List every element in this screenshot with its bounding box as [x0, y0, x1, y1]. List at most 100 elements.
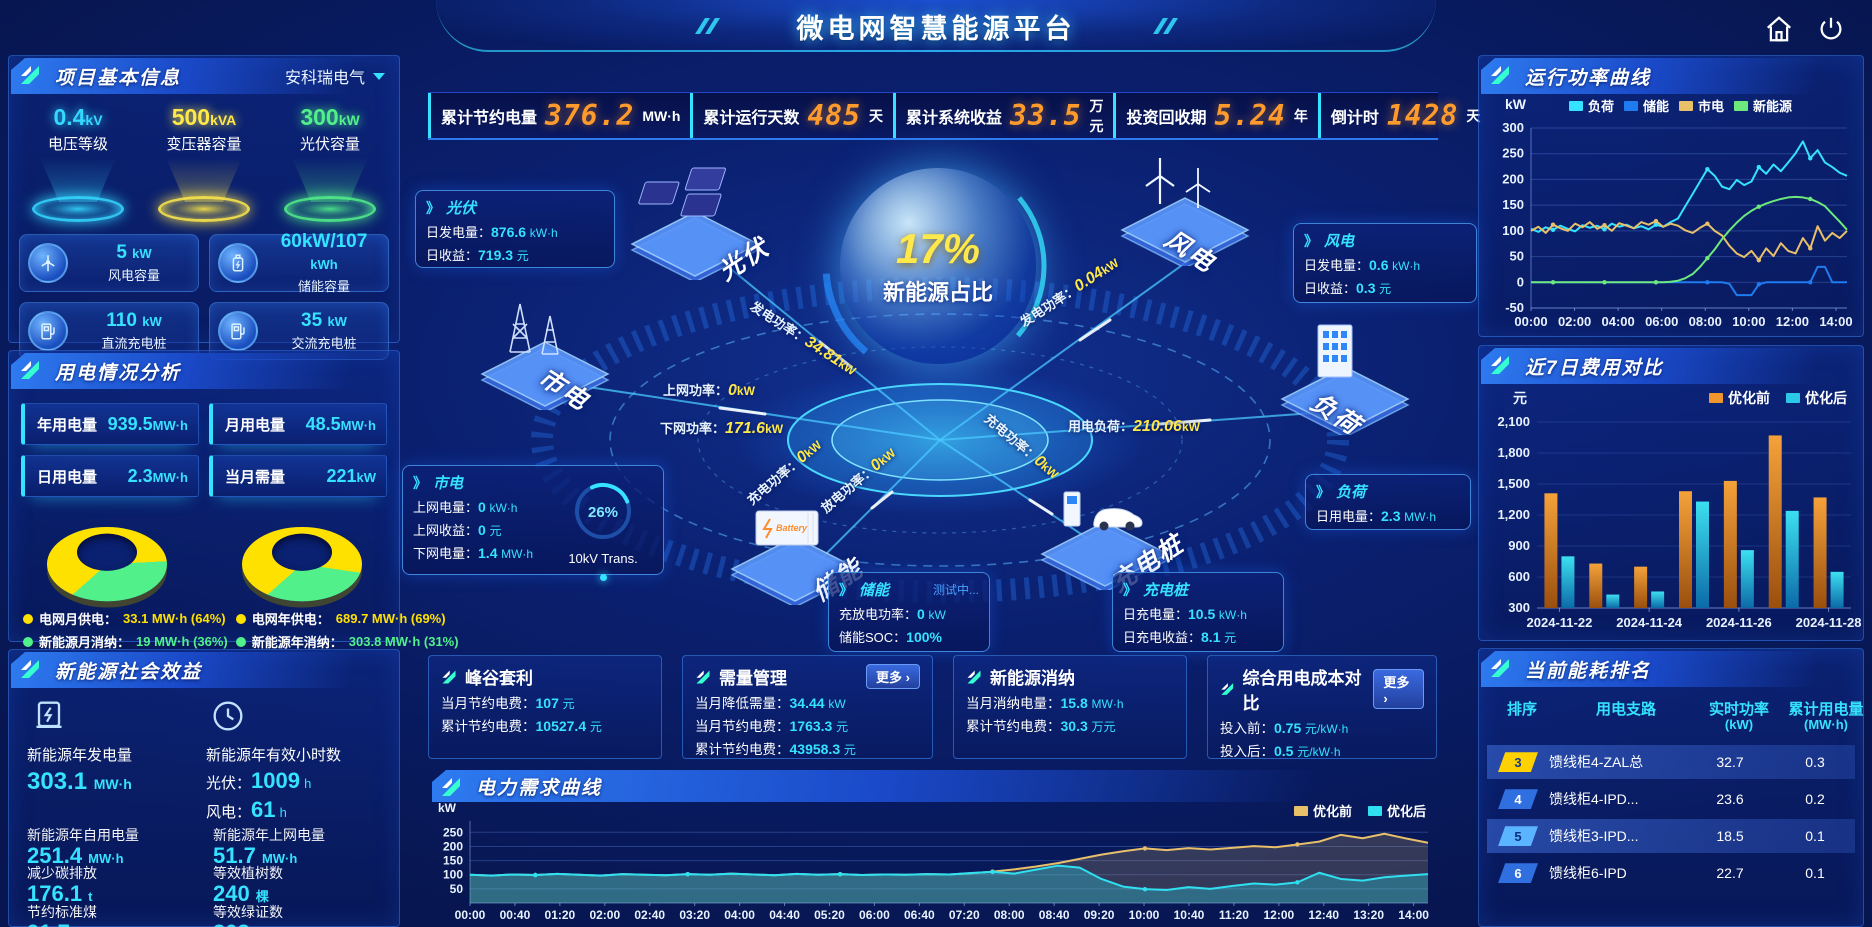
benefit-label: 新能源年自用电量	[27, 827, 139, 843]
panel-header: 近7日费用对比	[1481, 348, 1846, 384]
svg-text:12:00: 12:00	[1263, 908, 1294, 922]
svg-text:04:00: 04:00	[724, 908, 755, 922]
page-title: 微电网智慧能源平台	[796, 14, 1076, 44]
legend-label: 电网月供电：	[39, 612, 118, 627]
panel-title: 电力需求曲线	[476, 777, 603, 799]
realtime-power: 22.7	[1716, 865, 1744, 882]
capacity-pedestal: 300kW 光伏容量	[271, 104, 389, 222]
风电-illustration	[1120, 158, 1250, 269]
wind-turbine-icon	[28, 243, 68, 283]
svg-text:08:00: 08:00	[1689, 314, 1722, 329]
benefit-label: 减少碳排放	[27, 865, 97, 882]
capacity-label: 风电容量	[107, 268, 160, 283]
table-row[interactable]: 3 馈线柜4-ZAL总 32.7 0.3	[1487, 745, 1855, 780]
info-line: 上网收益：0 元	[413, 522, 502, 538]
info-line: 储能SOC：100%	[839, 629, 942, 645]
legend-item: 电网年供电： 689.7 MW·h (69%)	[235, 609, 459, 628]
flow-label: 上网功率：0kW	[663, 382, 755, 399]
supply-legend: 电网月供电： 33.1 MW·h (64%) 电网年供电： 689.7 MW·h (6…	[9, 597, 459, 651]
branch-name: 馈线柜3-IPD...	[1549, 828, 1639, 845]
svg-text:02:40: 02:40	[634, 908, 665, 922]
benefit-secondary-item: 减少碳排放 176.1 t	[27, 863, 199, 905]
legend-value: 19 MW·h (36%)	[136, 634, 228, 649]
svg-text:06:00: 06:00	[859, 908, 890, 922]
power-icon[interactable]	[1816, 14, 1846, 49]
table-row[interactable]: 4 馈线柜4-IPD... 23.6 0.2	[1487, 782, 1855, 816]
stat-value: 33.5	[1010, 99, 1082, 132]
info-box-title-text: 风电	[1324, 233, 1355, 250]
负荷-illustration	[1280, 324, 1410, 438]
y-axis-unit: 元	[1513, 390, 1527, 406]
benefit-card-3: 新能源消纳 当月消纳电量：15.8 MW·h 累计节约电费：30.3 万元	[953, 655, 1187, 759]
svg-text:50: 50	[450, 882, 464, 896]
table-row[interactable]: 6 馈线柜6-IPD 22.7 0.1	[1487, 856, 1855, 887]
info-box-title-text: 负荷	[1336, 484, 1367, 501]
branch-name: 馈线柜4-ZAL总	[1549, 754, 1644, 771]
supply-donut	[238, 511, 366, 602]
svg-text:150: 150	[1502, 197, 1524, 212]
more-button[interactable]: 更多	[866, 664, 920, 689]
legend-item-市电: 市电	[1679, 96, 1724, 115]
benefit-label: 新能源年发电量	[27, 747, 133, 764]
legend-item-新能源: 新能源	[1734, 96, 1792, 115]
stat-cell: 累计节约电量 376.2 MW·h	[428, 93, 690, 138]
svg-text:10:40: 10:40	[1174, 908, 1205, 922]
benefit-line: 光伏：1009 h	[206, 768, 312, 793]
pedestal-label: 变压器容量	[166, 136, 242, 153]
more-button[interactable]: 更多	[1373, 669, 1424, 709]
svg-text:06:00: 06:00	[1645, 314, 1678, 329]
flow-label: 放电功率：0kW	[818, 445, 899, 516]
svg-text:2,100: 2,100	[1497, 414, 1530, 429]
legend-label: 电网年供电：	[251, 612, 330, 627]
clock-icon	[206, 696, 260, 740]
svg-text:06:40: 06:40	[904, 908, 935, 922]
legend-item-优化后: 优化后	[1367, 801, 1426, 820]
benefit-secondary: 新能源年自用电量 251.4 MW·h 新能源年上网电量 51.7 MW·h 减少碳排放…	[9, 823, 399, 927]
stat-label: 倒计时	[1330, 109, 1379, 127]
cumulative-energy: 0.2	[1805, 791, 1825, 808]
kpi-bar: 累计节约电量 376.2 MW·h 累计运行天数 485 天累计系统收益 33.5 万元 投资回…	[428, 92, 1480, 140]
svg-text:900: 900	[1508, 538, 1530, 553]
info-box-title-text: 储能	[859, 582, 890, 599]
usage-stat: 月用电量 48.5MW·h	[209, 403, 387, 445]
svg-text:05:20: 05:20	[814, 908, 845, 922]
legend-dot	[235, 636, 246, 647]
svg-text:00:40: 00:40	[500, 908, 531, 922]
capacity-card: 5 kW 风电容量	[19, 234, 199, 292]
svg-text:13:20: 13:20	[1353, 908, 1384, 922]
benefit-value: 91.7 t	[27, 921, 199, 927]
panel-title: 当前能耗排名	[1525, 660, 1652, 682]
cost-compare-plot: 2,100 1,800 1,500 1,200 900 600 300 2024-11-22 2…	[1479, 408, 1861, 639]
panel-header: 当前能耗排名	[1481, 651, 1846, 687]
capacity-label: 直流充电桩	[101, 336, 167, 351]
svg-text:03:20: 03:20	[679, 908, 710, 922]
panel-corner-icon	[21, 66, 39, 84]
benefit-card-line: 累计节约电费：43958.3 元	[695, 741, 856, 757]
benefit-secondary-item: 等效绿证数303 张	[213, 902, 385, 927]
usage-stat: 当月需量 221kW	[209, 455, 387, 497]
benefit-line: 风电：61 h	[206, 797, 287, 822]
usage-stat-value: 939.5MW·h	[107, 413, 188, 434]
benefit-card-4: 综合用电成本对比更多投入前：0.75 元/kW·h 投入后：0.5 元/kW·h	[1207, 655, 1437, 759]
testing-badge: 测试中...	[932, 583, 979, 597]
benefit-value: 251.4 MW·h	[27, 843, 124, 868]
benefit-card-1: 峰谷套利 当月节约电费：107 元累计节约电费：10527.4 元	[428, 655, 662, 759]
panel-corner-icon	[1491, 356, 1509, 374]
cost-compare-chart: 元优化前 优化后 2,100 1,800 1,500 1,200 900 600 300 2024…	[1479, 384, 1863, 636]
gauge-dot	[599, 574, 607, 581]
svg-text:2024-11-24: 2024-11-24	[1616, 615, 1683, 630]
panel-corner-icon	[1491, 659, 1509, 677]
table-row[interactable]: 5 馈线柜3-IPD... 18.5 0.1	[1487, 819, 1855, 854]
benefit-secondary-item: 节约标准煤91.7 t	[27, 902, 199, 927]
info-box-title: 光伏	[426, 197, 604, 218]
stat-unit: 年	[1293, 107, 1308, 124]
svg-text:02:00: 02:00	[589, 908, 620, 922]
company-select[interactable]: 安科瑞电气	[285, 64, 385, 88]
home-icon[interactable]	[1764, 14, 1794, 49]
capacity-value: 5 kW	[116, 242, 152, 263]
realtime-power: 23.6	[1716, 791, 1744, 808]
panel-header: 项目基本信息	[11, 58, 382, 94]
